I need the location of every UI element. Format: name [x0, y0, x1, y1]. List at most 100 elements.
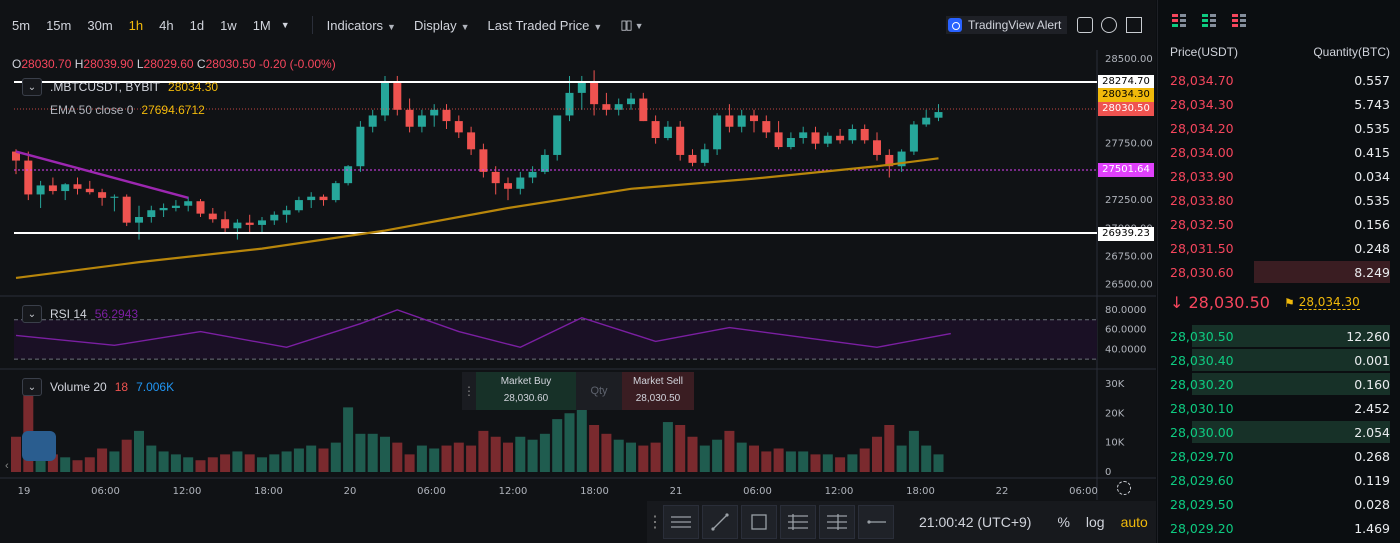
- indicators-button[interactable]: Indicators ▼: [327, 18, 396, 33]
- orderbook-asks-view-icon[interactable]: [1232, 14, 1246, 28]
- volume-bar: [662, 422, 673, 472]
- volume-bar: [859, 448, 870, 472]
- market-buy-button[interactable]: Market Buy 28,030.60: [476, 372, 576, 410]
- volume-bar: [244, 454, 255, 472]
- camera-icon[interactable]: [1077, 17, 1093, 33]
- log-scale-toggle[interactable]: log: [1085, 514, 1105, 530]
- auto-scale-toggle[interactable]: auto: [1120, 514, 1148, 530]
- time-tick-label: 20: [344, 486, 357, 497]
- timeframe-4h[interactable]: 4h: [159, 17, 174, 33]
- trend-line-tool-icon[interactable]: [702, 505, 738, 539]
- horizontal-lines-tool-icon[interactable]: [663, 505, 699, 539]
- price-type-label: Last Traded Price: [487, 17, 590, 33]
- ohlc-readout: O28030.70 H28039.90 L28029.60 C28030.50 …: [12, 57, 336, 71]
- scroll-left-icon[interactable]: ‹: [5, 460, 9, 472]
- timeframe-dropdown[interactable]: ▼: [280, 20, 290, 30]
- horizontal-ray-tool-icon[interactable]: [858, 505, 894, 539]
- bid-row[interactable]: 28,030.40 0.001: [1158, 349, 1400, 371]
- ask-row[interactable]: 28,034.30 5.743: [1158, 93, 1400, 115]
- orderbook-both-view-icon[interactable]: [1172, 14, 1186, 28]
- ema-value: 27694.6712: [141, 103, 205, 117]
- volume-bar: [195, 460, 206, 472]
- ask-row[interactable]: 28,033.80 0.535: [1158, 189, 1400, 211]
- bid-row[interactable]: 28,030.10 2.452: [1158, 397, 1400, 419]
- fib-retracement-tool-icon[interactable]: [780, 505, 816, 539]
- candle-body: [528, 171, 537, 178]
- row-quantity: 1.469: [1354, 521, 1390, 536]
- ask-row[interactable]: 28,032.50 0.156: [1158, 213, 1400, 235]
- orderbook-bids-view-icon[interactable]: [1202, 14, 1216, 28]
- ask-row[interactable]: 28,030.60 8.249: [1158, 261, 1400, 283]
- ask-row[interactable]: 28,034.00 0.415: [1158, 141, 1400, 163]
- fullscreen-icon[interactable]: [1126, 17, 1142, 33]
- caret-icon: ▼: [460, 21, 470, 32]
- candle-body: [836, 135, 845, 141]
- market-sell-button[interactable]: Market Sell 28,030.50: [622, 372, 694, 410]
- rsi-line: [15, 309, 951, 349]
- bid-row[interactable]: 28,029.50 0.028: [1158, 493, 1400, 515]
- settings-gear-icon[interactable]: [1101, 17, 1117, 33]
- volume-bar: [72, 460, 83, 472]
- bid-row[interactable]: 28,029.60 0.119: [1158, 469, 1400, 491]
- fib-extension-tool-icon[interactable]: [819, 505, 855, 539]
- quantity-input[interactable]: Qty: [576, 372, 622, 410]
- percent-scale-toggle[interactable]: %: [1057, 514, 1070, 530]
- volume-bar: [921, 445, 932, 472]
- ask-row[interactable]: 28,031.50 0.248: [1158, 237, 1400, 259]
- volume-bar: [589, 425, 600, 472]
- timeframe-1M[interactable]: 1M: [252, 17, 271, 33]
- bid-row[interactable]: 28,030.20 0.160: [1158, 373, 1400, 395]
- row-quantity: 12.260: [1346, 329, 1390, 344]
- collapse-legend-button[interactable]: ⌄: [22, 78, 42, 96]
- rectangle-tool-icon[interactable]: [741, 505, 777, 539]
- timeframe-1h[interactable]: 1h: [128, 17, 144, 33]
- collapse-volume-button[interactable]: ⌄: [22, 378, 42, 396]
- volume-bar: [515, 436, 526, 472]
- price-chart[interactable]: 28500.0027750.0027250.0027000.0026750.00…: [0, 0, 1156, 543]
- volume-bar: [97, 448, 108, 472]
- chart-type-button[interactable]: ▯▯ ▼: [620, 17, 643, 33]
- volume-bar: [134, 430, 144, 472]
- collapse-rsi-button[interactable]: ⌄: [22, 305, 42, 323]
- volume-bar: [675, 425, 686, 472]
- volume-bar: [453, 442, 464, 472]
- drag-handle-icon[interactable]: ⋮: [462, 372, 476, 410]
- candle-body: [430, 109, 439, 116]
- chart-settings-gear-icon[interactable]: [1117, 481, 1131, 495]
- time-tick-label: 12:00: [825, 486, 854, 497]
- caret-icon: ▼: [634, 21, 644, 31]
- cloud-icon[interactable]: [22, 431, 56, 461]
- candle-body: [860, 128, 869, 141]
- display-button[interactable]: Display ▼: [414, 18, 470, 33]
- ask-row[interactable]: 28,033.90 0.034: [1158, 165, 1400, 187]
- caret-icon: ▼: [593, 21, 603, 32]
- volume-bar: [281, 451, 292, 472]
- volume-bar: [724, 430, 735, 472]
- tradingview-alert-button[interactable]: TradingView Alert: [946, 16, 1068, 34]
- volume-bar: [564, 413, 575, 472]
- bid-row[interactable]: 28,030.50 12.260: [1158, 325, 1400, 347]
- timeframe-1d[interactable]: 1d: [189, 17, 205, 33]
- bid-row[interactable]: 28,029.70 0.268: [1158, 445, 1400, 467]
- volume-bar: [539, 433, 550, 472]
- time-tick-label: 06:00: [417, 486, 446, 497]
- candle-body: [799, 132, 808, 139]
- timeframe-30m[interactable]: 30m: [87, 17, 113, 33]
- timeframe-15m[interactable]: 15m: [46, 17, 72, 33]
- bid-row[interactable]: 28,029.20 1.469: [1158, 517, 1400, 539]
- volume-bar: [441, 445, 452, 472]
- resistance-tag: 28274.70: [1098, 75, 1154, 89]
- ask-row[interactable]: 28,034.70 0.557: [1158, 69, 1400, 91]
- timeframe-5m[interactable]: 5m: [12, 17, 31, 33]
- candle-body: [36, 185, 45, 195]
- ask-row[interactable]: 28,034.20 0.535: [1158, 117, 1400, 139]
- volume-bar: [84, 457, 95, 472]
- bid-row[interactable]: 28,030.00 2.054: [1158, 421, 1400, 443]
- timeframe-1w[interactable]: 1w: [220, 17, 237, 33]
- candle-body: [171, 205, 180, 208]
- price-type-button[interactable]: Last Traded Price ▼: [488, 18, 603, 33]
- drag-handle-icon[interactable]: ⋮: [647, 514, 663, 531]
- volume-bar: [355, 433, 366, 472]
- row-price: 28,030.20: [1170, 377, 1234, 392]
- volume-bar: [158, 451, 169, 472]
